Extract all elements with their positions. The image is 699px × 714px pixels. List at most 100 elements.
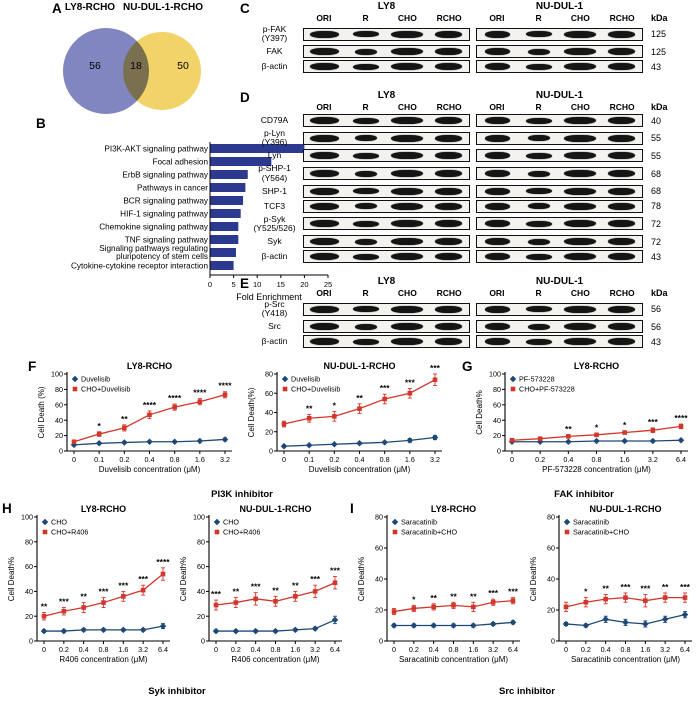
blot-band (485, 134, 510, 142)
blot-lane-cell (518, 115, 559, 126)
blot-strip (476, 114, 643, 127)
marker-square (253, 596, 258, 602)
blot-row: FAK 125 (246, 45, 699, 59)
marker-diamond (171, 438, 178, 446)
blot-row: p-FAK (Y397) 125 (246, 24, 699, 43)
significance-star: ** (602, 584, 609, 594)
kda-value: 43 (651, 61, 662, 72)
blot-band (310, 202, 340, 210)
bar-category-label: PI3K-AKT signaling pathway (104, 144, 209, 153)
blot-band (528, 238, 550, 245)
blot-strip (303, 167, 470, 181)
blot-target-label: TCF3 (263, 200, 286, 211)
marker-square (273, 599, 278, 604)
y-tick-label: 60 (55, 400, 63, 409)
lane-label: RCHO (436, 288, 462, 298)
blot-lane-cell (345, 133, 386, 144)
blot-lane-cell (560, 46, 601, 57)
significance-star: *** (508, 587, 519, 597)
blot-band (564, 202, 596, 210)
blot-strip (476, 320, 643, 334)
blot-lane-cell (560, 304, 601, 315)
venn-overlap-count: 18 (130, 60, 142, 72)
x-tick-label: 0.4 (601, 645, 611, 654)
blot-band (485, 305, 510, 313)
lane-label: RCHO (436, 102, 462, 112)
blot-band (355, 203, 377, 210)
lane-label: ORI (316, 288, 332, 298)
blot-band (353, 338, 379, 345)
blot-lane-cell (477, 321, 518, 332)
x-axis-label: Saracatinib concentration (μM) (571, 655, 680, 664)
blot-row: Syk 72 (246, 235, 699, 249)
blot-band (528, 323, 550, 330)
blot-target-label: Lyn (267, 150, 282, 161)
blot-band (608, 323, 635, 331)
marker-diamond (602, 616, 609, 623)
lane-label: CHO (397, 288, 417, 298)
blot-panel-e: LY8 NU-DUL-1 ORI R CHO RCHO ORI R CHO RCHO kDa p-Sr… (246, 276, 699, 350)
legend-label: CHO+Duvelisib (81, 385, 130, 394)
blot-lane-cell (304, 218, 345, 229)
bar-category-label: Chemokine signaling pathway (99, 222, 209, 231)
marker-square (594, 432, 599, 438)
marker-square (357, 406, 362, 411)
marker-diamond (642, 620, 649, 628)
blot-band (564, 48, 596, 56)
y-tick-label: 20 (375, 606, 383, 615)
x-tick-label: 6.4 (508, 645, 518, 654)
bar (210, 209, 241, 218)
blot-band (435, 170, 462, 178)
y-tick-label: 80 (25, 537, 33, 546)
marker-square (392, 529, 398, 535)
blot-strip (476, 167, 643, 181)
blot-lane-cell (477, 168, 518, 179)
lane-label: ORI (489, 102, 505, 112)
blot-lane-cell (387, 29, 428, 40)
blot-band (353, 63, 379, 70)
significance-star: ** (356, 393, 363, 403)
lane-label: CHO (570, 13, 590, 23)
significance-star: * (584, 587, 588, 597)
significance-star: *** (211, 589, 222, 599)
marker-diamond (80, 626, 87, 634)
blot-strip (303, 131, 470, 145)
blot-band (564, 220, 596, 228)
legend-label: CHO+Duvelisib (291, 385, 340, 394)
x-tick-label: 0.4 (251, 645, 261, 654)
venn-left-count: 56 (89, 60, 101, 72)
panel-label-d: D (240, 90, 250, 105)
marker-square (312, 589, 318, 594)
blot-band (353, 117, 379, 124)
blot-target-label: β-actin (261, 61, 288, 72)
marker-diamond (252, 627, 259, 635)
blot-band (564, 253, 596, 261)
blot-lane-cell (518, 29, 559, 40)
blot-lane-cell (477, 29, 518, 40)
chart-title: LY8-RCHO (431, 504, 476, 514)
blot-group-title: NU-DUL-1 (535, 1, 584, 12)
legend-label: CHO (223, 518, 239, 527)
blot-band (435, 220, 462, 228)
y-tick-label: 100 (193, 513, 205, 522)
bar-category-label: Signaling pathways regulating pluripotenc… (99, 244, 208, 261)
blot-band (564, 238, 596, 246)
y-axis-label: Cell Death% (357, 557, 366, 601)
kda-value: 56 (651, 321, 662, 332)
y-tick-label: 0 (59, 447, 63, 456)
marker-diamond (100, 626, 107, 634)
blot-band (391, 187, 423, 195)
blot-row: TCF3 78 (246, 199, 699, 213)
chart-title: LY8-RCHO (127, 361, 172, 371)
blot-band (353, 152, 379, 159)
blot-lane-cell (387, 133, 428, 144)
blot-strip (476, 131, 643, 145)
significance-star: ** (272, 585, 279, 595)
marker-square (147, 412, 152, 418)
blot-band (355, 48, 377, 55)
marker-square (172, 404, 177, 410)
blot-lane-cell (601, 46, 642, 57)
marker-square (650, 427, 656, 433)
y-axis-label: Cell Death% (475, 390, 484, 434)
